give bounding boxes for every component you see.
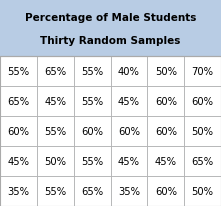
Bar: [0, 57, 37, 87]
Text: 50%: 50%: [155, 67, 177, 77]
Bar: [110, 146, 147, 176]
Bar: [147, 176, 184, 206]
Text: 45%: 45%: [118, 156, 140, 166]
Bar: [184, 87, 221, 116]
Text: 55%: 55%: [44, 186, 66, 196]
Text: 55%: 55%: [44, 126, 66, 136]
Bar: [110, 116, 147, 146]
Bar: [0, 176, 37, 206]
Text: 40%: 40%: [118, 67, 140, 77]
Bar: [184, 176, 221, 206]
Bar: [37, 146, 74, 176]
Bar: [184, 116, 221, 146]
Bar: [74, 116, 110, 146]
Text: 45%: 45%: [44, 96, 66, 107]
Bar: [0, 0, 221, 57]
Text: 55%: 55%: [81, 156, 103, 166]
Text: 60%: 60%: [155, 186, 177, 196]
Bar: [0, 146, 37, 176]
Text: 55%: 55%: [81, 96, 103, 107]
Text: Percentage of Male Students: Percentage of Male Students: [25, 13, 196, 23]
Text: 35%: 35%: [8, 186, 29, 196]
Text: 45%: 45%: [155, 156, 177, 166]
Bar: [0, 57, 221, 206]
Text: 60%: 60%: [118, 126, 140, 136]
Text: 50%: 50%: [192, 186, 213, 196]
Bar: [74, 87, 110, 116]
Bar: [184, 146, 221, 176]
Bar: [74, 176, 110, 206]
Bar: [37, 87, 74, 116]
Bar: [147, 116, 184, 146]
Bar: [74, 57, 110, 87]
Text: 35%: 35%: [118, 186, 140, 196]
Bar: [0, 87, 37, 116]
Text: 50%: 50%: [192, 126, 213, 136]
Bar: [0, 116, 37, 146]
Bar: [37, 57, 74, 87]
Bar: [110, 87, 147, 116]
Text: 60%: 60%: [192, 96, 213, 107]
Text: 60%: 60%: [8, 126, 29, 136]
Bar: [147, 146, 184, 176]
Text: 65%: 65%: [44, 67, 66, 77]
Bar: [110, 176, 147, 206]
Bar: [184, 57, 221, 87]
Text: 60%: 60%: [81, 126, 103, 136]
Text: 60%: 60%: [155, 126, 177, 136]
Bar: [37, 176, 74, 206]
Bar: [147, 57, 184, 87]
Text: 70%: 70%: [192, 67, 213, 77]
Text: 55%: 55%: [7, 67, 29, 77]
Text: 65%: 65%: [7, 96, 29, 107]
Bar: [147, 87, 184, 116]
Bar: [110, 57, 147, 87]
Bar: [37, 116, 74, 146]
Text: 50%: 50%: [44, 156, 66, 166]
Text: 55%: 55%: [81, 67, 103, 77]
Bar: [74, 146, 110, 176]
Text: 65%: 65%: [192, 156, 214, 166]
Text: 65%: 65%: [81, 186, 103, 196]
Text: 60%: 60%: [155, 96, 177, 107]
Text: 45%: 45%: [8, 156, 29, 166]
Text: Thirty Random Samples: Thirty Random Samples: [40, 36, 181, 46]
Text: 45%: 45%: [118, 96, 140, 107]
